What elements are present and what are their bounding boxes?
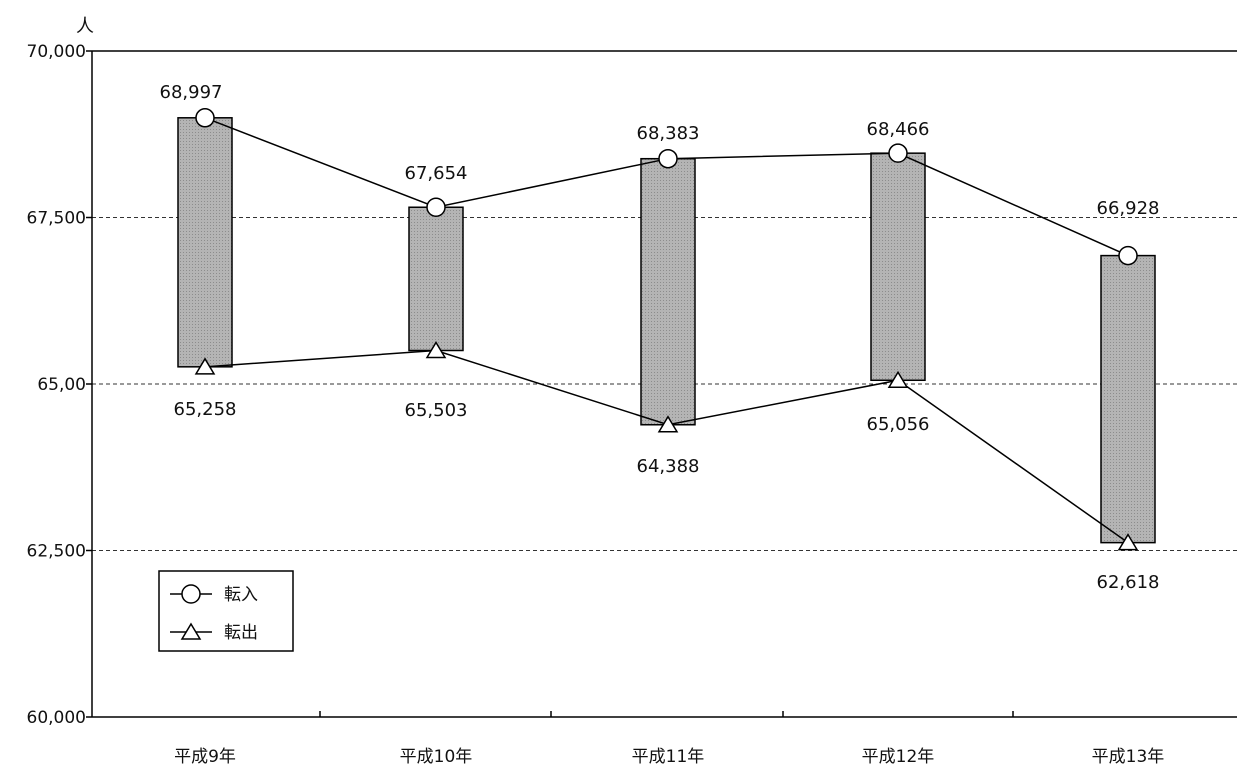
legend-marker-triangle xyxy=(180,622,202,640)
data-label-inflow-5: 66,928 xyxy=(1097,198,1160,219)
marker-circle-1 xyxy=(195,108,215,128)
gridlines xyxy=(92,217,1237,551)
data-label-outflow-2: 65,503 xyxy=(405,400,468,421)
y-tick-label-2: 65,00 xyxy=(37,375,86,395)
marker-circle-3 xyxy=(658,148,678,169)
range-bar-2 xyxy=(408,206,464,352)
marker-triangle-3 xyxy=(657,415,679,433)
x-category-label-4: 平成12年 xyxy=(862,747,935,767)
marker-triangle-5 xyxy=(1117,533,1139,551)
data-label-inflow-4: 68,466 xyxy=(867,119,930,140)
data-label-inflow-3: 68,383 xyxy=(637,123,700,144)
y-tick-label-0: 60,000 xyxy=(27,708,86,728)
data-label-outflow-4: 65,056 xyxy=(867,414,930,435)
range-bar-1 xyxy=(177,117,233,368)
x-category-label-5: 平成13年 xyxy=(1092,747,1165,767)
legend-box xyxy=(158,570,294,652)
y-tick-label-3: 67,500 xyxy=(27,209,86,229)
y-tick-label-1: 62,500 xyxy=(27,542,86,562)
axes xyxy=(86,50,1237,718)
marker-triangle-2 xyxy=(425,341,447,359)
range-bar-5 xyxy=(1100,254,1156,544)
y-tick-labels: 60,000 62,500 65,00 67,500 70,000 xyxy=(27,42,86,728)
range-bar-3 xyxy=(640,157,696,426)
data-label-outflow-5: 62,618 xyxy=(1097,572,1160,593)
data-labels: 68,997 67,654 68,383 68,466 66,928 65,258 65,5… xyxy=(160,82,1160,593)
marker-triangle-4 xyxy=(887,370,909,389)
series-markers xyxy=(194,108,1139,551)
marker-circle-2 xyxy=(426,197,446,217)
marker-triangle-1 xyxy=(194,357,216,375)
marker-circle-4 xyxy=(888,143,908,163)
y-unit-label: 人 xyxy=(76,16,94,37)
range-bar-4 xyxy=(870,152,926,382)
legend-label-inflow: 転入 xyxy=(224,585,258,605)
data-label-outflow-1: 65,258 xyxy=(174,399,237,420)
legend-marker-circle xyxy=(181,584,201,604)
data-label-inflow-1: 68,997 xyxy=(160,82,223,103)
x-category-label-2: 平成10年 xyxy=(400,747,473,767)
x-category-labels: 平成9年 平成10年 平成11年 平成12年 平成13年 xyxy=(174,747,1164,767)
x-category-label-1: 平成9年 xyxy=(174,747,236,767)
data-label-outflow-3: 64,388 xyxy=(637,456,700,477)
y-tick-label-4: 70,000 xyxy=(27,42,86,62)
range-bars xyxy=(177,117,1156,544)
x-category-label-3: 平成11年 xyxy=(632,747,705,767)
legend-label-outflow: 転出 xyxy=(224,623,258,643)
marker-circle-5 xyxy=(1118,245,1138,266)
data-label-inflow-2: 67,654 xyxy=(405,163,468,184)
